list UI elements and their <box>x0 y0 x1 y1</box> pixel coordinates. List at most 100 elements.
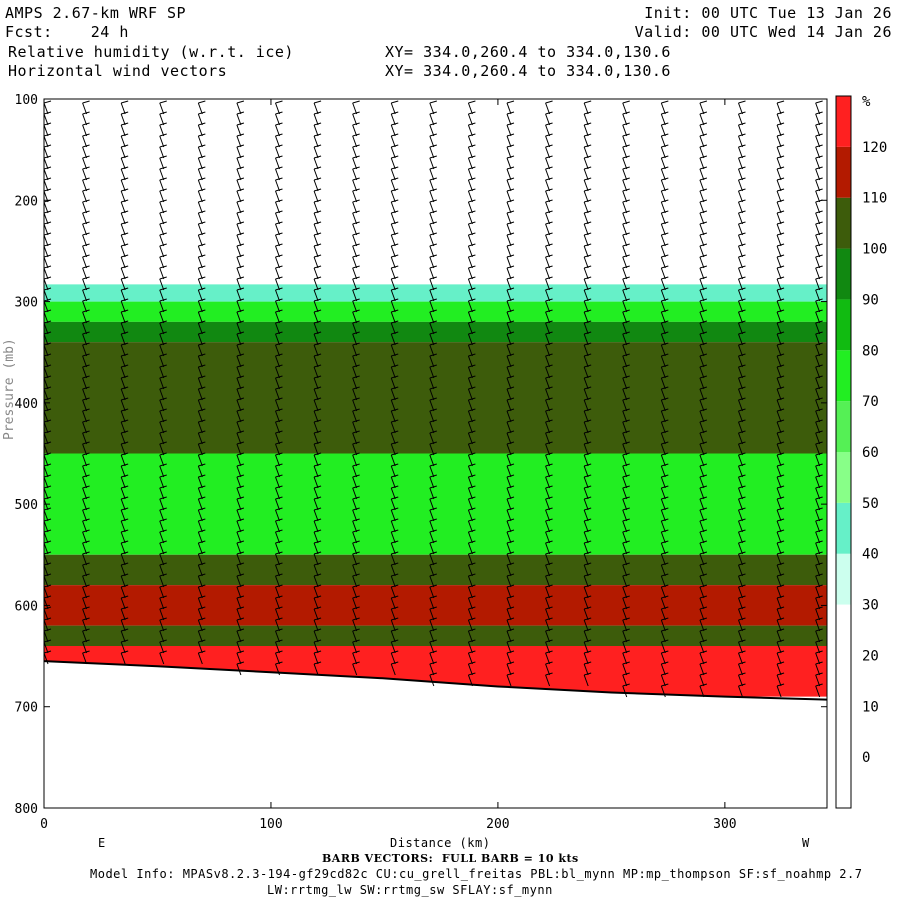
barb-staff <box>159 586 165 599</box>
barb-flag <box>44 551 52 555</box>
barb-staff <box>776 630 782 643</box>
barb-staff <box>429 168 435 181</box>
barb-staff <box>660 377 666 390</box>
barb-staff <box>120 498 126 511</box>
wind-barb <box>467 595 476 610</box>
barb-flag <box>391 111 399 115</box>
barb-staff <box>352 465 358 478</box>
barb-staff <box>159 333 165 346</box>
wind-barb <box>429 397 437 412</box>
barb-staff <box>429 300 435 313</box>
wind-barb <box>352 661 360 676</box>
y-tick-label: 400 <box>15 397 38 412</box>
barb-staff <box>545 421 551 434</box>
barb-flag <box>622 562 630 566</box>
barb-staff <box>815 355 821 368</box>
wind-barb <box>583 100 592 115</box>
wind-barb <box>390 364 399 379</box>
wind-barb <box>545 353 553 368</box>
barb-flag <box>776 507 785 511</box>
wind-barb <box>275 606 283 621</box>
wind-barb <box>390 100 399 115</box>
wind-barb <box>776 243 785 258</box>
barb-staff <box>82 586 88 599</box>
barb-flag <box>352 320 360 324</box>
barb-flag <box>198 551 206 555</box>
barb-staff <box>44 113 49 126</box>
barb-staff <box>313 443 319 456</box>
barb-staff <box>467 663 473 676</box>
barb-staff <box>197 608 203 621</box>
barb-staff <box>82 388 88 401</box>
barb-flag <box>236 144 245 148</box>
wind-barb <box>545 595 553 610</box>
barb-flag <box>429 155 437 159</box>
barb-flag <box>391 364 399 368</box>
wind-barb <box>815 133 823 148</box>
wind-barb <box>622 375 630 390</box>
barb-flag <box>738 617 746 621</box>
colorbar-bin <box>836 96 851 147</box>
wind-barb <box>275 430 283 445</box>
wind-barb <box>622 551 630 566</box>
barb-flag <box>44 309 52 313</box>
wind-barb <box>699 122 708 137</box>
barb-staff <box>159 256 165 269</box>
wind-barb <box>275 573 283 588</box>
wind-barb <box>429 177 437 192</box>
wind-barb <box>390 485 399 500</box>
barb-flag <box>159 419 167 423</box>
barb-staff <box>699 201 705 214</box>
y-tick-label: 800 <box>15 802 38 817</box>
wind-barb <box>583 617 592 632</box>
wind-barb <box>467 397 476 412</box>
barb-flag <box>391 529 399 533</box>
barb-staff <box>313 652 319 665</box>
barb-staff <box>275 190 280 203</box>
barb-staff <box>390 531 396 544</box>
wind-barb <box>738 100 746 115</box>
barb-flag <box>275 254 283 258</box>
barb-flag <box>198 232 206 236</box>
wind-barb <box>159 298 167 313</box>
wind-barb <box>120 331 129 346</box>
barb-staff <box>275 410 280 423</box>
wind-barb <box>44 551 52 566</box>
barb-flag <box>468 408 476 412</box>
barb-flag <box>275 606 283 610</box>
barb-flag <box>468 584 476 588</box>
wind-barb <box>545 199 553 214</box>
wind-barb <box>660 529 669 544</box>
barb-flag <box>738 232 746 236</box>
colorbar-bin <box>836 452 851 503</box>
barb-flag <box>121 584 129 588</box>
wind-barb <box>275 584 283 599</box>
barb-staff <box>622 113 628 126</box>
barb-staff <box>313 300 319 313</box>
barb-staff <box>699 179 705 192</box>
wind-barb <box>738 397 746 412</box>
barb-flag <box>584 375 592 379</box>
barb-staff <box>622 256 628 269</box>
barb-flag <box>506 199 515 203</box>
wind-barb <box>120 298 129 313</box>
barb-staff <box>313 575 319 588</box>
barb-staff <box>699 575 705 588</box>
barb-staff <box>236 454 242 467</box>
barb-flag <box>622 133 630 137</box>
wind-barb <box>275 276 283 291</box>
wind-barb <box>699 672 708 687</box>
barb-flag <box>82 430 90 434</box>
barb-staff <box>506 267 512 280</box>
barb-staff <box>815 432 821 445</box>
barb-staff <box>120 443 126 456</box>
barb-flag <box>661 155 669 159</box>
barb-flag <box>121 419 129 423</box>
wind-barb <box>352 375 360 390</box>
wind-barb <box>197 606 206 621</box>
barb-flag <box>159 144 167 148</box>
wind-barb <box>467 364 476 379</box>
wind-barb <box>44 408 52 423</box>
wind-barb <box>352 463 360 478</box>
wind-barb <box>467 408 476 423</box>
